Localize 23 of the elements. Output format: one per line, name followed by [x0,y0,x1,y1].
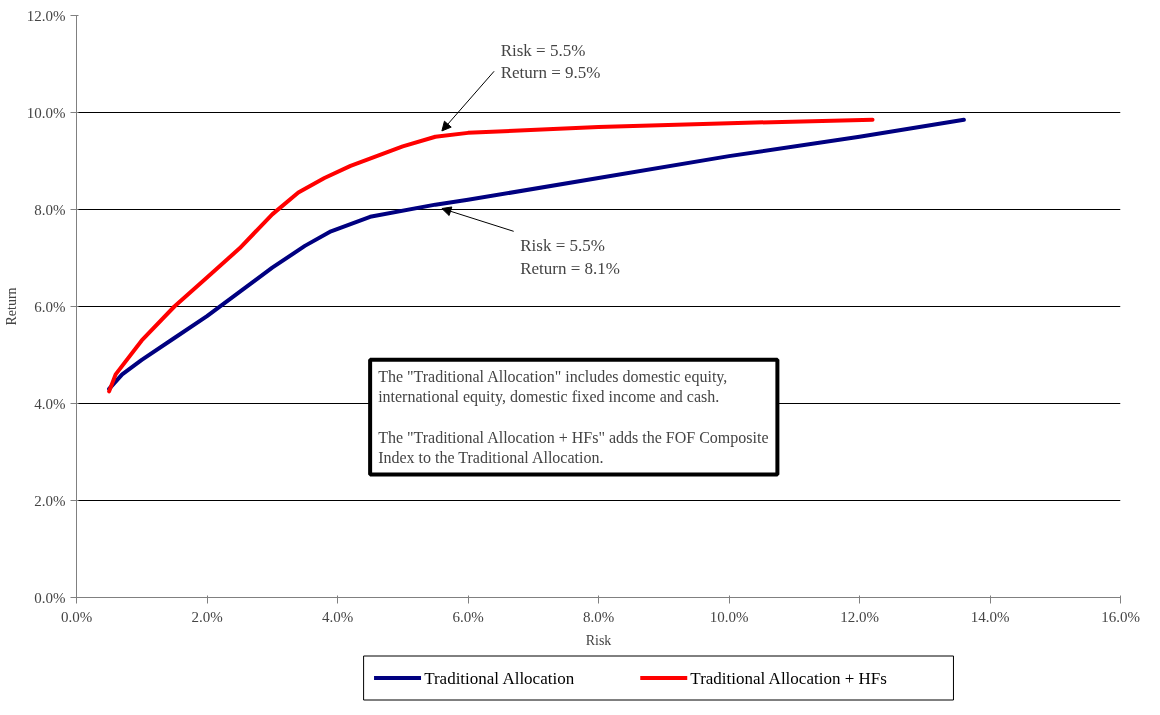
x-axis-title: Risk [585,632,612,648]
x-tick-label: 16.0% [1101,608,1140,625]
x-tick-label: 4.0% [321,608,354,625]
y-tick-label: 8.0% [34,201,66,218]
y-tick-label: 2.0% [34,492,66,509]
y-tick-label: 4.0% [34,395,66,412]
annotation: Risk = 5.5% Return = 9.5% [500,40,601,83]
y-tick-label: 6.0% [34,298,66,315]
y-tick-label: 0.0% [34,589,66,606]
annotation: Risk = 5.5% Return = 8.1% [520,236,620,278]
x-tick-label: 14.0% [970,608,1010,625]
legend-label: Traditional Allocation [424,668,575,688]
x-tick-label: 0.0% [60,608,93,625]
x-tick-label: 10.0% [709,608,749,625]
y-tick-label: 10.0% [26,104,66,121]
y-tick-label: 12.0% [26,7,66,24]
x-tick-label: 2.0% [191,608,223,625]
x-tick-label: 8.0% [582,608,615,625]
text: The "Traditional Allocation" includes domestic equity, international equity, domestic fixed income and cash. The "Traditional Allocation + HFs" adds the FOF Composite Index to the Traditional Allocation. [378,367,769,467]
x-tick-label: 6.0% [452,608,484,625]
y-axis-title: Return [3,287,19,326]
legend-label: Traditional Allocation + HFs [690,668,887,688]
x-tick-label: 12.0% [840,608,879,625]
